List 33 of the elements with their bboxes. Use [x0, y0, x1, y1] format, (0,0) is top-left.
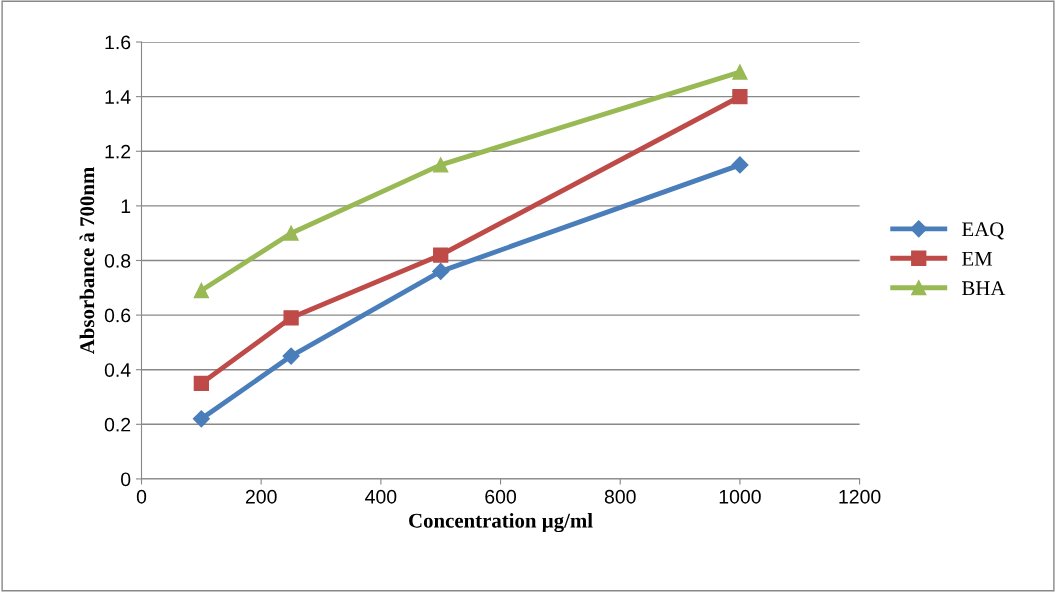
legend-label: BHA — [962, 281, 1006, 296]
x-tick-label: 1000 — [719, 489, 761, 504]
point — [283, 310, 299, 326]
x-tick-label: 600 — [485, 489, 517, 504]
y-tick-label: 0.8 — [104, 253, 131, 268]
point — [282, 347, 300, 365]
point — [433, 157, 449, 173]
x-tick-label: 0 — [136, 489, 147, 504]
point — [192, 410, 210, 428]
legend-label: EAQ — [962, 222, 1004, 240]
point — [732, 89, 748, 105]
x-tick-label: 400 — [365, 489, 397, 504]
x-tick-label: 1200 — [839, 489, 881, 504]
point — [732, 64, 748, 80]
y-axis-title: Absorbance à 700nm — [79, 167, 95, 355]
point — [433, 247, 449, 263]
legend-label: EM — [962, 251, 993, 266]
y-tick-label: 0.2 — [104, 417, 131, 432]
y-tick-label: 1.6 — [105, 35, 131, 50]
point — [432, 262, 450, 280]
x-axis-title: Concentration µg/ml — [409, 513, 593, 533]
x-tick-label: 800 — [604, 489, 636, 504]
point — [283, 225, 299, 241]
y-tick-label: 1 — [121, 199, 131, 213]
point — [193, 282, 209, 299]
y-tick-label: 0.6 — [104, 308, 131, 323]
y-tick-label: 0 — [121, 472, 131, 487]
y-tick-label: 0.4 — [104, 363, 131, 377]
y-tick-label: 1.2 — [105, 144, 131, 159]
x-tick-label: 200 — [245, 489, 277, 504]
point — [193, 375, 209, 391]
point — [731, 156, 749, 174]
y-tick-label: 1.4 — [105, 90, 131, 104]
